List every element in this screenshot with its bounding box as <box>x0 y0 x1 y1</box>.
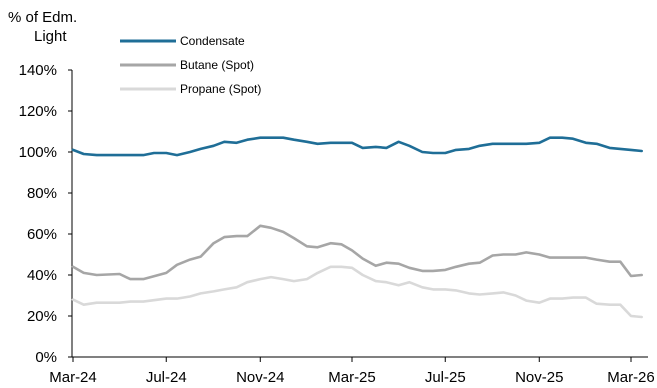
y-axis-ticks: 0% 20% 40% 60% 80% 100% 120% 140% <box>19 62 72 366</box>
x-tick-label: Nov-25 <box>515 369 563 386</box>
legend-label: Butane (Spot) <box>180 58 254 72</box>
series-line-condensate <box>71 136 643 157</box>
x-tick-label: Jul-25 <box>425 369 466 386</box>
x-tick-label: Mar-24 <box>49 369 97 386</box>
y-tick-label: 20% <box>27 308 57 325</box>
y-tick-label: 0% <box>35 349 57 366</box>
legend-label: Condensate <box>180 34 245 48</box>
y-tick-label: 40% <box>27 267 57 284</box>
legend: Condensate Butane (Spot) Propane (Spot) <box>120 34 261 96</box>
axes <box>71 70 648 358</box>
y-tick-label: 140% <box>19 62 57 79</box>
y-axis-title: % of Edm. Light <box>8 9 77 45</box>
x-tick-label: Mar-26 <box>607 369 655 386</box>
y-tick-label: 80% <box>27 185 57 202</box>
y-tick-label: 120% <box>19 103 57 120</box>
series-line-butane-spot <box>71 224 643 281</box>
y-tick-label: 100% <box>19 144 57 161</box>
x-tick-label: Mar-25 <box>328 369 376 386</box>
x-axis-ticks: Mar-24 Jul-24 Nov-24 Mar-25 Jul-25 Nov-25 Mar-… <box>49 357 655 386</box>
x-tick-label: Nov-24 <box>236 369 284 386</box>
x-tick-label: Jul-24 <box>146 369 187 386</box>
series-lines <box>71 136 643 319</box>
y-tick-label: 60% <box>27 226 57 243</box>
series-line-propane-spot <box>71 265 643 319</box>
y-axis-label: % of Edm. Light <box>8 9 77 45</box>
legend-label: Propane (Spot) <box>180 82 261 96</box>
